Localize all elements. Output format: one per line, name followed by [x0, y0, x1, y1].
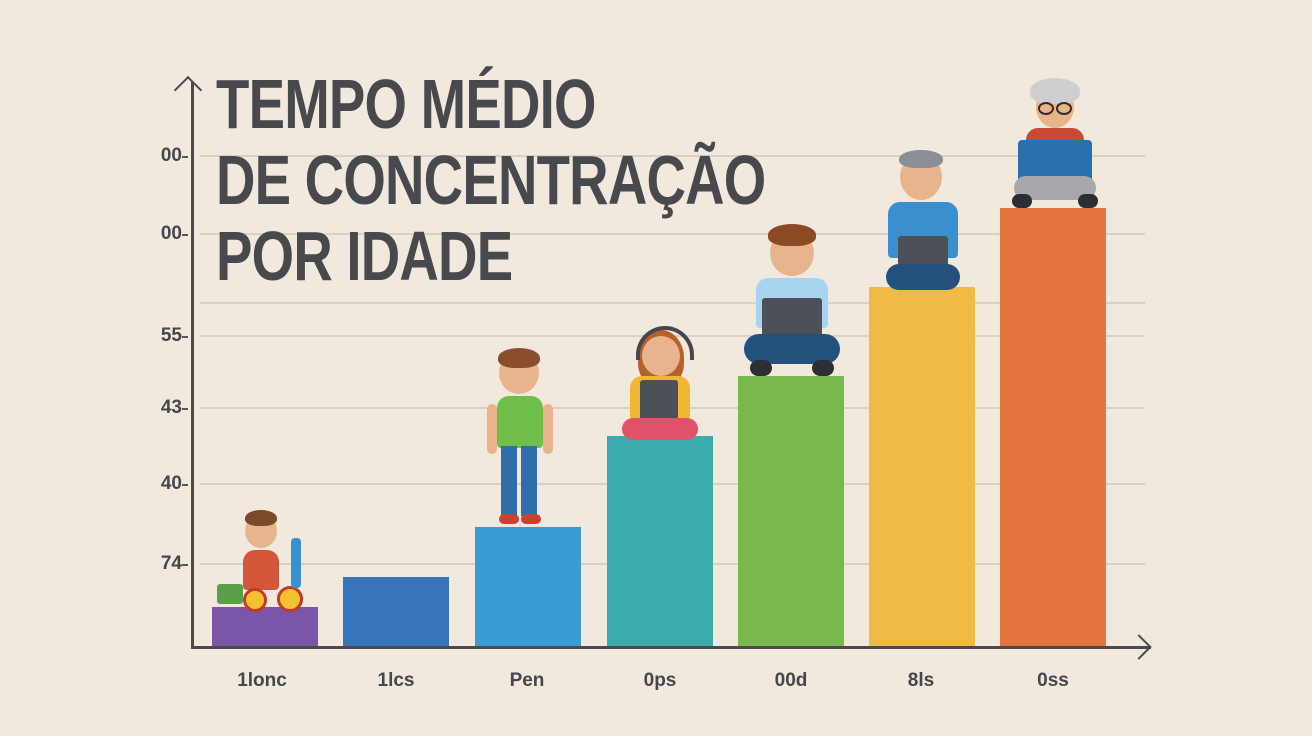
y-tick-label: 00	[160, 223, 182, 244]
title-line-2: DE CONCENTRAÇÃO	[216, 141, 766, 219]
y-tick-mark	[182, 408, 188, 410]
y-tick-label: 40	[160, 473, 182, 494]
title-line-1: TEMPO MÉDIO	[216, 65, 596, 143]
x-tick-label: 00d	[774, 670, 808, 691]
bar-3	[475, 527, 581, 647]
y-tick-mark	[182, 336, 188, 338]
girl-headphones-tablet-illustration	[620, 322, 700, 450]
title-line-3: POR IDADE	[216, 217, 513, 295]
y-tick-mark	[182, 484, 188, 486]
y-tick-mark	[182, 564, 188, 566]
x-tick-label: 0ss	[1037, 670, 1069, 691]
x-axis-arrow-icon	[1126, 634, 1152, 660]
y-tick-mark	[182, 156, 188, 158]
bar-6	[869, 287, 975, 647]
chart-title: TEMPO MÉDIO DE CONCENTRAÇÃO POR IDADE	[216, 65, 766, 295]
y-tick-label: 00	[160, 145, 182, 166]
adult-laptop-illustration	[882, 148, 964, 294]
x-axis	[191, 646, 1151, 649]
y-axis	[191, 82, 194, 648]
gridline	[200, 233, 1145, 235]
child-standing-illustration	[485, 346, 555, 528]
senior-reading-book-illustration	[1010, 76, 1100, 210]
bar-1	[212, 607, 318, 647]
teen-laptop-illustration	[742, 222, 842, 380]
toddler-with-toys-illustration	[215, 508, 310, 612]
y-tick-label: 74	[160, 553, 182, 574]
y-tick-mark	[182, 234, 188, 236]
bar-7	[1000, 208, 1106, 647]
gridline	[200, 302, 1145, 304]
bar-5	[738, 376, 844, 647]
x-tick-label: Pen	[509, 670, 545, 691]
x-tick-label: 1lonc	[237, 670, 287, 691]
x-tick-label: 1lcs	[377, 670, 415, 691]
bar-2	[343, 577, 449, 647]
y-axis-arrow-icon	[173, 75, 203, 105]
x-tick-label: 0ps	[643, 670, 677, 691]
x-tick-label: 8ls	[907, 670, 935, 691]
bar-4	[607, 436, 713, 647]
gridline	[200, 155, 1145, 157]
y-tick-label: 43	[160, 397, 182, 418]
y-tick-label: 55	[160, 325, 182, 346]
